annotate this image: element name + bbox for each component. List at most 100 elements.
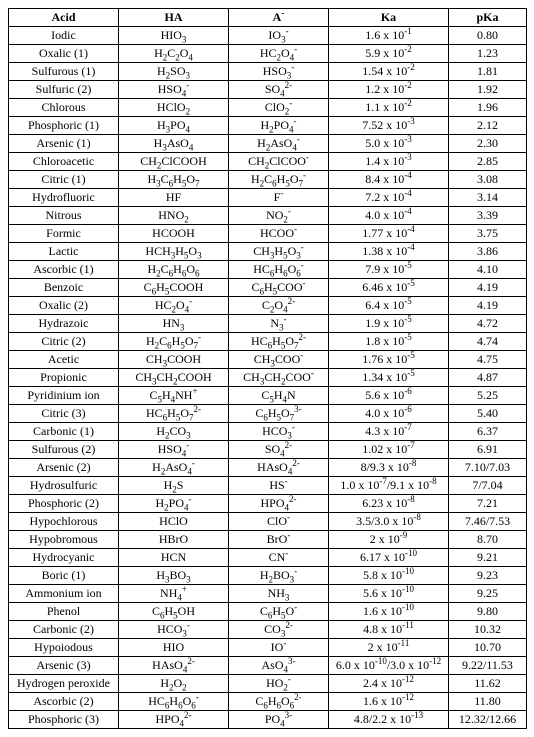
table-row: PhenolC6H5OHC6H5O-1.6 x 10-109.80 (9, 603, 527, 621)
cell-28-4: 8.70 (449, 531, 527, 549)
cell-2-1: H2SO3 (119, 63, 229, 81)
cell-31-4: 9.25 (449, 585, 527, 603)
cell-6-2: H2AsO4- (229, 135, 329, 153)
cell-36-4: 11.62 (449, 675, 527, 693)
cell-1-2: HC2O4- (229, 45, 329, 63)
cell-11-2: HCOO- (229, 225, 329, 243)
cell-35-4: 9.22/11.53 (449, 657, 527, 675)
cell-38-2: PO43- (229, 711, 329, 729)
cell-3-3: 1.2 x 10-2 (329, 81, 449, 99)
cell-19-4: 4.87 (449, 369, 527, 387)
cell-19-2: CH3CH2COO- (229, 369, 329, 387)
cell-29-0: Hydrocyanic (9, 549, 119, 567)
cell-10-0: Nitrous (9, 207, 119, 225)
cell-5-1: H3PO4 (119, 117, 229, 135)
table-row: Sulfurous (2)HSO4-SO42-1.02 x 10-76.91 (9, 441, 527, 459)
cell-7-1: CH2ClCOOH (119, 153, 229, 171)
cell-33-0: Carbonic (2) (9, 621, 119, 639)
cell-32-1: C6H5OH (119, 603, 229, 621)
cell-21-0: Citric (3) (9, 405, 119, 423)
cell-36-2: HO2- (229, 675, 329, 693)
cell-2-4: 1.81 (449, 63, 527, 81)
cell-1-3: 5.9 x 10-2 (329, 45, 449, 63)
cell-29-4: 9.21 (449, 549, 527, 567)
cell-22-4: 6.37 (449, 423, 527, 441)
cell-8-0: Citric (1) (9, 171, 119, 189)
cell-36-1: H2O2 (119, 675, 229, 693)
table-row: AceticCH3COOHCH3COO-1.76 x 10-54.75 (9, 351, 527, 369)
cell-9-3: 7.2 x 10-4 (329, 189, 449, 207)
cell-19-1: CH3CH2COOH (119, 369, 229, 387)
cell-13-1: H2C6H6O6 (119, 261, 229, 279)
cell-12-1: HCH3H5O3 (119, 243, 229, 261)
cell-2-3: 1.54 x 10-2 (329, 63, 449, 81)
cell-10-3: 4.0 x 10-4 (329, 207, 449, 225)
cell-17-0: Citric (2) (9, 333, 119, 351)
cell-22-2: HCO3- (229, 423, 329, 441)
cell-20-0: Pyridinium ion (9, 387, 119, 405)
cell-20-4: 5.25 (449, 387, 527, 405)
cell-10-2: NO2- (229, 207, 329, 225)
table-row: PropionicCH3CH2COOHCH3CH2COO-1.34 x 10-5… (9, 369, 527, 387)
table-row: Phosphoric (1)H3PO4H2PO4-7.52 x 10-32.12 (9, 117, 527, 135)
table-row: ChlorousHClO2ClO2-1.1 x 10-21.96 (9, 99, 527, 117)
cell-13-4: 4.10 (449, 261, 527, 279)
cell-31-0: Ammonium ion (9, 585, 119, 603)
cell-18-0: Acetic (9, 351, 119, 369)
column-header-1: HA (119, 9, 229, 27)
table-row: HypochlorousHClOClO-3.5/3.0 x 10-87.46/7… (9, 513, 527, 531)
cell-17-1: H2C6H5O7- (119, 333, 229, 351)
cell-32-3: 1.6 x 10-10 (329, 603, 449, 621)
cell-8-1: H3C6H5O7 (119, 171, 229, 189)
cell-28-3: 2 x 10-9 (329, 531, 449, 549)
cell-18-4: 4.75 (449, 351, 527, 369)
cell-31-3: 5.6 x 10-10 (329, 585, 449, 603)
table-row: Ascorbic (1)H2C6H6O6HC6H6O6-7.9 x 10-54.… (9, 261, 527, 279)
cell-24-1: H2AsO4- (119, 459, 229, 477)
cell-16-4: 4.72 (449, 315, 527, 333)
cell-15-2: C2O42- (229, 297, 329, 315)
cell-0-0: Iodic (9, 27, 119, 45)
column-header-0: Acid (9, 9, 119, 27)
cell-27-3: 3.5/3.0 x 10-8 (329, 513, 449, 531)
table-row: Oxalic (2)HC2O4-C2O42-6.4 x 10-54.19 (9, 297, 527, 315)
table-row: Pyridinium ionC5H4NH+C5H4N5.6 x 10-65.25 (9, 387, 527, 405)
cell-0-3: 1.6 x 10-1 (329, 27, 449, 45)
table-row: BenzoicC6H5COOHC6H5COO-6.46 x 10-54.19 (9, 279, 527, 297)
table-body: IodicHIO3IO3-1.6 x 10-10.80Oxalic (1) H2C… (9, 27, 527, 729)
table-row: Hydrogen peroxideH2O2HO2-2.4 x 10-1211.6… (9, 675, 527, 693)
cell-4-2: ClO2- (229, 99, 329, 117)
cell-21-1: HC6H5O72- (119, 405, 229, 423)
cell-30-1: H3BO3 (119, 567, 229, 585)
cell-4-3: 1.1 x 10-2 (329, 99, 449, 117)
cell-8-2: H2C6H5O7- (229, 171, 329, 189)
cell-15-4: 4.19 (449, 297, 527, 315)
cell-14-4: 4.19 (449, 279, 527, 297)
table-row: Sulfuric (2)HSO4-SO42-1.2 x 10-21.92 (9, 81, 527, 99)
cell-4-4: 1.96 (449, 99, 527, 117)
cell-36-3: 2.4 x 10-12 (329, 675, 449, 693)
cell-21-2: C6H5O73- (229, 405, 329, 423)
cell-1-0: Oxalic (1) (9, 45, 119, 63)
cell-22-3: 4.3 x 10-7 (329, 423, 449, 441)
cell-25-3: 1.0 x 10-7/9.1 x 10-8 (329, 477, 449, 495)
cell-6-3: 5.0 x 10-3 (329, 135, 449, 153)
cell-31-1: NH4+ (119, 585, 229, 603)
cell-34-1: HIO (119, 639, 229, 657)
cell-18-2: CH3COO- (229, 351, 329, 369)
cell-23-0: Sulfurous (2) (9, 441, 119, 459)
cell-23-1: HSO4- (119, 441, 229, 459)
table-row: HypobromousHBrOBrO-2 x 10-98.70 (9, 531, 527, 549)
cell-21-4: 5.40 (449, 405, 527, 423)
table-row: NitrousHNO2NO2-4.0 x 10-43.39 (9, 207, 527, 225)
cell-26-2: HPO42- (229, 495, 329, 513)
table-row: HypoiodousHIOIO-2 x 10-1110.70 (9, 639, 527, 657)
table-row: Phosphoric (2)H2PO4-HPO42-6.23 x 10-87.2… (9, 495, 527, 513)
cell-15-3: 6.4 x 10-5 (329, 297, 449, 315)
cell-12-3: 1.38 x 10-4 (329, 243, 449, 261)
cell-25-4: 7/7.04 (449, 477, 527, 495)
cell-27-1: HClO (119, 513, 229, 531)
table-row: HydrocyanicHCNCN-6.17 x 10-109.21 (9, 549, 527, 567)
table-row: IodicHIO3IO3-1.6 x 10-10.80 (9, 27, 527, 45)
cell-24-4: 7.10/7.03 (449, 459, 527, 477)
